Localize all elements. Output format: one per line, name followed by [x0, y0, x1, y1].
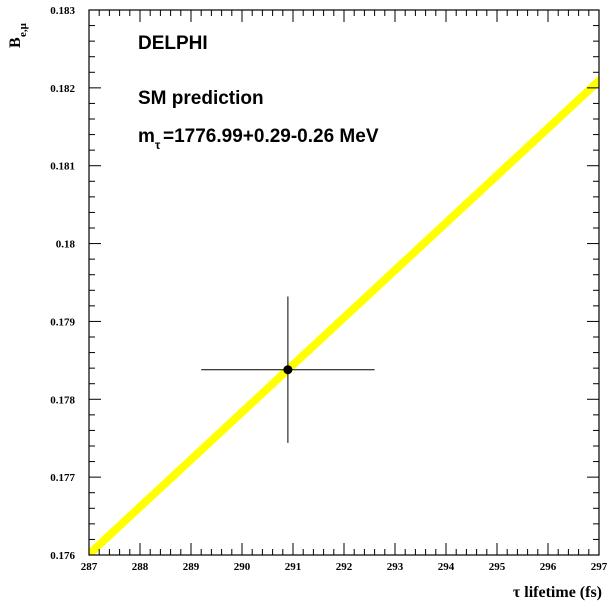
mass-label-sub: τ	[155, 138, 161, 152]
x-tick-label: 289	[183, 561, 200, 573]
y-tick-label: 0.181	[50, 161, 75, 173]
y-tick-label: 0.182	[50, 83, 75, 95]
x-tick-label: 295	[489, 561, 506, 573]
experiment-label: DELPHI	[138, 33, 208, 54]
x-tick-label: 292	[336, 561, 353, 573]
y-tick-label: 0.178	[50, 394, 75, 406]
x-tick-label: 296	[540, 561, 557, 573]
x-tick-label: 291	[285, 561, 302, 573]
plot-frame	[88, 9, 600, 556]
y-tick-label: 0.179	[50, 316, 75, 328]
y-axis-title-sub: e,μ	[17, 22, 29, 37]
x-tick-label: 293	[387, 561, 404, 573]
x-tick-label: 294	[438, 561, 455, 573]
x-tick-label: 290	[234, 561, 251, 573]
y-tick-label: 0.18	[56, 239, 76, 251]
y-tick-label: 0.176	[50, 550, 75, 562]
mass-label-value: =1776.99+0.29-0.26 MeV	[163, 126, 379, 147]
model-label: SM prediction	[138, 88, 264, 109]
y-axis-title-main: B	[7, 37, 24, 48]
x-tick-label: 287	[81, 561, 98, 573]
x-tick-label: 297	[591, 561, 608, 573]
y-axis-title: B e,μ	[7, 22, 29, 48]
mass-label-main: m	[138, 126, 155, 147]
sm-prediction-band	[89, 75, 599, 555]
x-tick-label: 288	[132, 561, 149, 573]
y-tick-label: 0.177	[50, 472, 75, 484]
y-tick-label: 0.183	[50, 5, 75, 17]
x-axis-title: τ lifetime (fs)	[513, 584, 602, 601]
measurement-point	[283, 365, 293, 375]
